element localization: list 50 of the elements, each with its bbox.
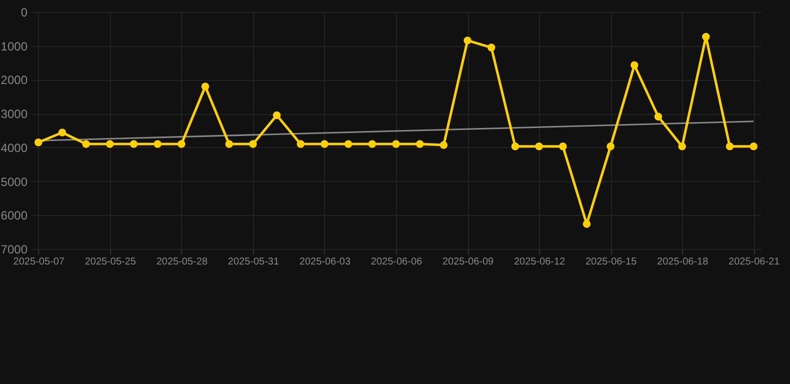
point xyxy=(130,140,138,148)
point xyxy=(559,142,567,150)
point xyxy=(511,142,520,150)
y-tick-label: 7000 xyxy=(0,242,28,256)
x-tick-label: 2025-05-07 xyxy=(13,256,65,268)
point xyxy=(630,61,638,70)
point xyxy=(654,112,662,120)
x-tick-label: 2025-05-31 xyxy=(228,256,280,268)
point xyxy=(726,142,734,150)
point xyxy=(82,140,90,148)
x-tick-label: 2025-05-25 xyxy=(84,256,136,268)
point xyxy=(582,220,591,228)
point xyxy=(296,140,305,148)
point xyxy=(368,140,376,148)
point xyxy=(606,142,614,150)
y-tick-label: 4000 xyxy=(0,140,28,155)
y-tick-label: 0 xyxy=(20,6,28,20)
point xyxy=(678,142,686,150)
point xyxy=(201,82,210,90)
x-tick-label: 2025-05-28 xyxy=(156,256,208,268)
x-tick-label: 2025-06-06 xyxy=(370,256,423,268)
y-tick-label: 1000 xyxy=(0,39,28,54)
point xyxy=(702,32,710,41)
point xyxy=(225,140,233,148)
x-tick-label: 2025-06-18 xyxy=(657,256,709,268)
point xyxy=(58,128,66,136)
point xyxy=(750,142,758,150)
point xyxy=(154,140,162,148)
x-tick-label: 2025-06-15 xyxy=(585,256,638,268)
point xyxy=(178,140,186,148)
point xyxy=(320,140,328,148)
y-tick-label: 2000 xyxy=(0,73,28,88)
point xyxy=(272,111,281,120)
point xyxy=(34,138,42,146)
point xyxy=(464,36,472,44)
x-tick-label: 2025-06-21 xyxy=(728,256,780,268)
point xyxy=(249,140,257,148)
point xyxy=(487,44,496,52)
y-tick-label: 6000 xyxy=(0,208,28,223)
point xyxy=(106,140,114,148)
point xyxy=(535,142,543,150)
x-tick-label: 2025-06-09 xyxy=(442,256,494,268)
point xyxy=(416,140,424,148)
point xyxy=(392,140,400,148)
y-tick-label: 3000 xyxy=(0,107,28,122)
x-tick-label: 2025-06-03 xyxy=(299,256,351,268)
x-tick-label: 2025-06-12 xyxy=(514,256,566,268)
point xyxy=(344,140,352,148)
y-tick-label: 5000 xyxy=(0,174,28,189)
point xyxy=(440,141,448,149)
